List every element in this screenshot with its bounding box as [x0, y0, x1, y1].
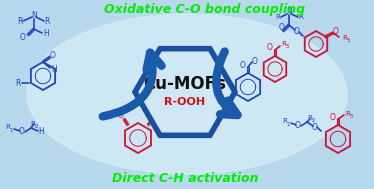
- Text: R: R: [343, 35, 347, 41]
- Text: R: R: [223, 92, 227, 98]
- Text: H: H: [38, 128, 44, 136]
- Text: H: H: [43, 29, 49, 39]
- Text: O: O: [240, 60, 246, 70]
- Text: R: R: [15, 78, 21, 88]
- Text: R: R: [276, 14, 280, 20]
- Text: Oxidative C-O bond coupling: Oxidative C-O bond coupling: [104, 4, 306, 16]
- Text: R: R: [44, 16, 50, 26]
- Text: R: R: [31, 121, 36, 127]
- Text: N: N: [31, 11, 37, 19]
- Text: O: O: [279, 23, 285, 33]
- Text: 2: 2: [311, 119, 315, 123]
- Text: O: O: [295, 122, 301, 130]
- Text: 5: 5: [285, 44, 289, 50]
- Text: R: R: [162, 119, 168, 125]
- Text: O: O: [267, 43, 273, 53]
- Text: R-OOH: R-OOH: [165, 97, 206, 107]
- Text: 5: 5: [346, 39, 350, 43]
- Text: R: R: [346, 111, 350, 117]
- Text: 5: 5: [166, 122, 170, 128]
- Text: O: O: [333, 26, 339, 36]
- Polygon shape: [135, 49, 235, 135]
- Text: 1: 1: [9, 128, 13, 132]
- Text: R: R: [6, 124, 10, 130]
- Text: O: O: [294, 28, 300, 36]
- Text: R: R: [282, 41, 286, 47]
- Text: H: H: [51, 64, 57, 74]
- Text: O: O: [20, 33, 26, 42]
- Text: R: R: [282, 118, 288, 124]
- Text: Cu-MOFs: Cu-MOFs: [144, 75, 226, 93]
- Text: O: O: [330, 112, 336, 122]
- Text: 2: 2: [34, 125, 38, 129]
- Text: N: N: [286, 6, 292, 15]
- Text: O: O: [252, 57, 258, 66]
- Ellipse shape: [27, 14, 347, 174]
- Text: O: O: [50, 51, 56, 60]
- Text: R: R: [298, 14, 303, 20]
- Text: 1: 1: [286, 122, 290, 126]
- Text: O: O: [153, 112, 159, 122]
- Text: H: H: [115, 108, 121, 118]
- Text: R: R: [307, 115, 313, 121]
- Text: Direct C-H activation: Direct C-H activation: [112, 171, 258, 184]
- Text: 5: 5: [349, 115, 353, 119]
- Text: R: R: [17, 16, 23, 26]
- Text: O: O: [312, 122, 318, 132]
- Text: O: O: [19, 128, 25, 136]
- Text: O: O: [118, 112, 124, 121]
